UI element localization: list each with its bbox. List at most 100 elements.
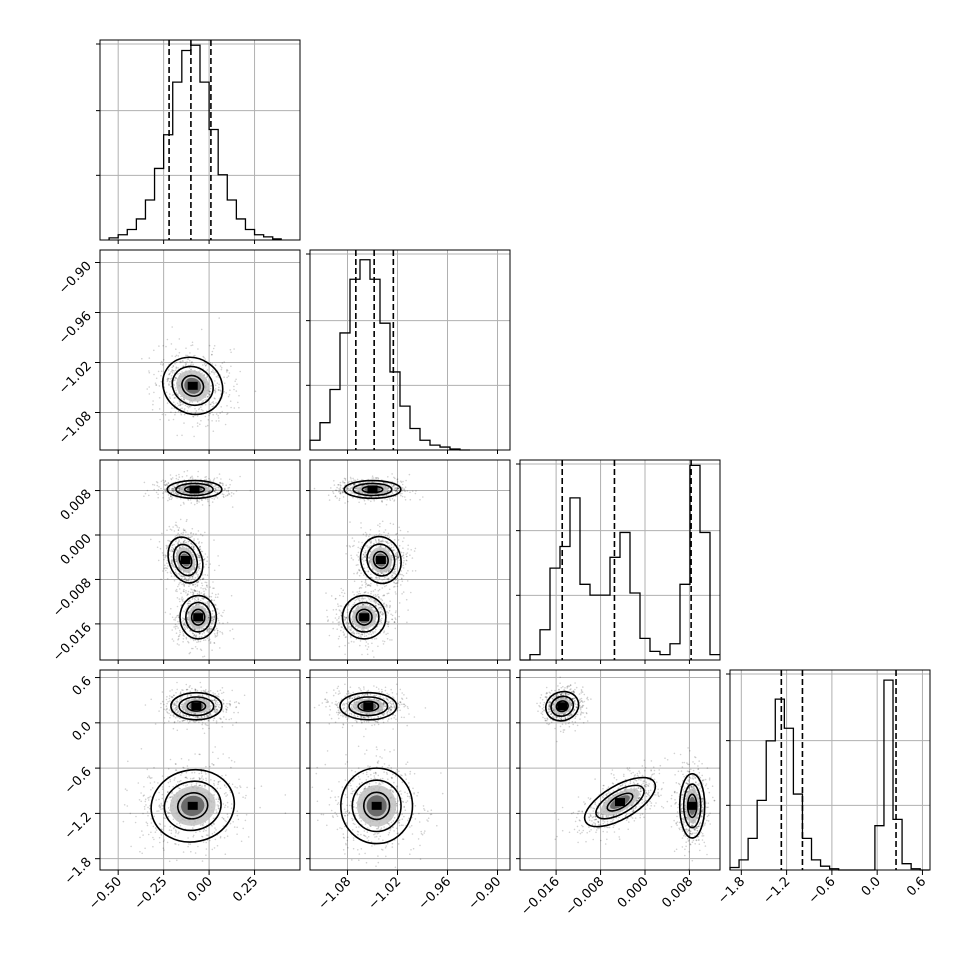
- sample-point: [186, 405, 189, 408]
- sample-point: [343, 633, 346, 635]
- sample-point: [353, 632, 355, 634]
- sample-point: [180, 504, 182, 507]
- sample-point: [369, 585, 372, 587]
- sample-point: [158, 345, 160, 347]
- sample-point: [353, 483, 356, 486]
- sample-point: [374, 588, 377, 591]
- sample-point: [189, 591, 192, 594]
- sample-point: [166, 338, 169, 341]
- sample-point: [393, 569, 396, 571]
- sample-point: [206, 628, 209, 631]
- sample-point: [211, 627, 213, 630]
- sample-point: [212, 430, 215, 433]
- sample-point: [342, 487, 344, 490]
- sample-point: [336, 628, 339, 630]
- sample-point: [191, 545, 193, 548]
- sample-point: [204, 476, 206, 479]
- sample-point: [194, 354, 196, 357]
- sample-point: [196, 592, 199, 595]
- sample-point: [363, 591, 366, 594]
- sample-point: [202, 401, 204, 403]
- sample-point: [212, 347, 215, 350]
- sample-point: [211, 363, 213, 365]
- sample-point: [199, 599, 202, 602]
- sample-point: [201, 499, 203, 502]
- sample-point: [212, 401, 214, 403]
- sample-point: [362, 563, 365, 566]
- panel-frame: [99, 459, 301, 661]
- sample-point: [227, 487, 229, 489]
- sample-point: [403, 537, 405, 539]
- sample-point: [169, 474, 172, 476]
- sample-point: [187, 536, 190, 538]
- sample-point: [204, 553, 207, 555]
- sample-point: [202, 593, 205, 596]
- sample-point: [364, 591, 366, 594]
- sample-point: [375, 577, 378, 579]
- sample-point: [165, 698, 168, 701]
- sample-point: [386, 637, 389, 640]
- sample-point: [157, 496, 159, 499]
- sample-point: [339, 481, 342, 484]
- sample-point: [213, 616, 216, 618]
- sample-point: [230, 351, 232, 354]
- sample-point: [352, 559, 355, 561]
- sample-point: [171, 616, 174, 619]
- sample-point: [178, 473, 180, 476]
- sample-point: [366, 584, 369, 587]
- sample-point: [179, 631, 181, 634]
- sample-point: [220, 406, 222, 408]
- sample-point: [214, 596, 217, 599]
- sample-point: [357, 632, 359, 634]
- sample-point: [383, 573, 385, 576]
- sample-point: [367, 643, 369, 645]
- sample-point: [215, 720, 218, 722]
- sample-point: [395, 533, 397, 536]
- sample-point: [205, 478, 207, 481]
- sample-point: [176, 434, 178, 437]
- sample-point: [178, 486, 181, 489]
- sample-point: [360, 587, 363, 589]
- sample-point: [368, 546, 371, 548]
- sample-point: [387, 592, 390, 595]
- sample-point: [233, 348, 235, 350]
- sample-point: [206, 602, 208, 605]
- sample-point: [192, 639, 195, 642]
- sample-point: [163, 722, 166, 724]
- sample-point: [411, 570, 414, 572]
- sample-point: [221, 726, 223, 728]
- sample-point: [198, 591, 201, 594]
- sample-point: [209, 412, 211, 415]
- sample-point: [330, 595, 333, 597]
- panel-background: [520, 460, 720, 660]
- sample-point: [387, 548, 390, 551]
- sample-point: [174, 536, 176, 538]
- sample-point: [387, 476, 389, 478]
- sample-point: [386, 541, 389, 543]
- sample-point: [210, 599, 213, 601]
- sample-point: [185, 688, 188, 691]
- sample-point: [189, 499, 192, 501]
- sample-point: [186, 695, 189, 697]
- sample-point: [211, 371, 213, 373]
- sample-point: [361, 604, 364, 606]
- sample-point: [391, 556, 394, 559]
- sample-point: [364, 556, 367, 558]
- sample-point: [222, 493, 225, 496]
- sample-point: [206, 424, 209, 427]
- sample-point: [171, 629, 173, 631]
- sample-point: [339, 492, 342, 495]
- sample-point: [164, 554, 166, 556]
- sample-point: [156, 546, 159, 549]
- sample-point: [391, 485, 393, 488]
- sample-point: [213, 371, 215, 374]
- sample-point: [162, 363, 164, 365]
- sample-point: [189, 352, 191, 354]
- sample-point: [388, 498, 391, 500]
- sample-point: [171, 355, 173, 357]
- sample-point: [201, 504, 204, 506]
- sample-point: [209, 479, 212, 482]
- sample-point: [199, 370, 201, 372]
- sample-point: [175, 524, 178, 527]
- sample-point: [368, 598, 371, 601]
